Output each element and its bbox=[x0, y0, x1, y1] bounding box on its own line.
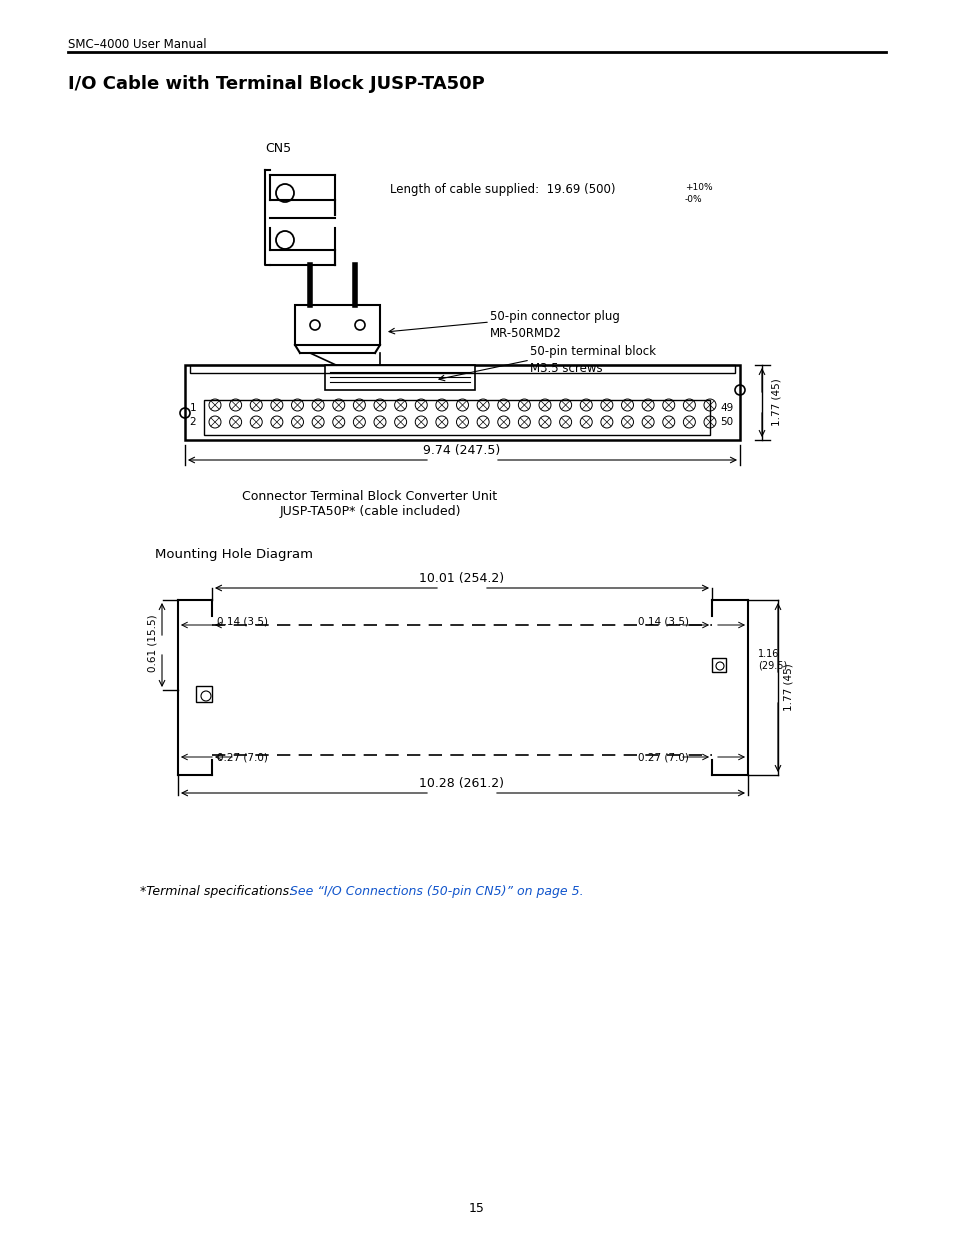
Text: 10.28 (261.2): 10.28 (261.2) bbox=[419, 777, 504, 790]
Text: 50: 50 bbox=[720, 417, 732, 427]
Bar bbox=[185, 366, 740, 440]
Text: 10.01 (254.2): 10.01 (254.2) bbox=[419, 572, 504, 585]
Text: 1.16
(29.5): 1.16 (29.5) bbox=[758, 650, 786, 671]
Text: 49: 49 bbox=[720, 403, 733, 412]
Text: 1.77 (45): 1.77 (45) bbox=[783, 663, 793, 711]
Bar bbox=[294, 305, 379, 345]
Text: JUSP-TA50P* (cable included): JUSP-TA50P* (cable included) bbox=[279, 505, 460, 517]
Bar bbox=[325, 366, 475, 390]
Text: 1.77 (45): 1.77 (45) bbox=[771, 378, 781, 426]
Bar bbox=[204, 400, 709, 435]
Text: 2: 2 bbox=[190, 417, 195, 427]
Text: Mounting Hole Diagram: Mounting Hole Diagram bbox=[154, 548, 313, 561]
Bar bbox=[190, 366, 734, 373]
Text: SMC–4000 User Manual: SMC–4000 User Manual bbox=[68, 38, 207, 51]
Bar bbox=[711, 658, 725, 672]
Text: Length of cable supplied:  19.69 (500): Length of cable supplied: 19.69 (500) bbox=[390, 183, 615, 196]
Text: -0%: -0% bbox=[684, 195, 702, 204]
Text: 50-pin terminal block
M3.5 screws: 50-pin terminal block M3.5 screws bbox=[530, 345, 656, 375]
Text: +10%: +10% bbox=[684, 183, 712, 191]
Text: 0.27 (7.0): 0.27 (7.0) bbox=[216, 753, 268, 763]
Text: 0.61 (15.5): 0.61 (15.5) bbox=[148, 614, 158, 672]
Text: Connector Terminal Block Converter Unit: Connector Terminal Block Converter Unit bbox=[242, 490, 497, 503]
Text: 0.27 (7.0): 0.27 (7.0) bbox=[638, 753, 688, 763]
Text: See “I/O Connections (50-pin CN5)” on page 5.: See “I/O Connections (50-pin CN5)” on pa… bbox=[290, 885, 583, 898]
Text: 50-pin connector plug
MR-50RMD2: 50-pin connector plug MR-50RMD2 bbox=[490, 310, 619, 340]
Text: 0.14 (3.5): 0.14 (3.5) bbox=[638, 618, 688, 627]
Text: CN5: CN5 bbox=[265, 142, 291, 156]
Text: *Terminal specifications:: *Terminal specifications: bbox=[140, 885, 297, 898]
Text: 15: 15 bbox=[469, 1202, 484, 1215]
Text: 0.14 (3.5): 0.14 (3.5) bbox=[216, 618, 268, 627]
Bar bbox=[195, 685, 212, 701]
Text: 9.74 (247.5): 9.74 (247.5) bbox=[423, 445, 500, 457]
Text: 1: 1 bbox=[190, 403, 195, 412]
Text: I/O Cable with Terminal Block JUSP-TA50P: I/O Cable with Terminal Block JUSP-TA50P bbox=[68, 75, 484, 93]
